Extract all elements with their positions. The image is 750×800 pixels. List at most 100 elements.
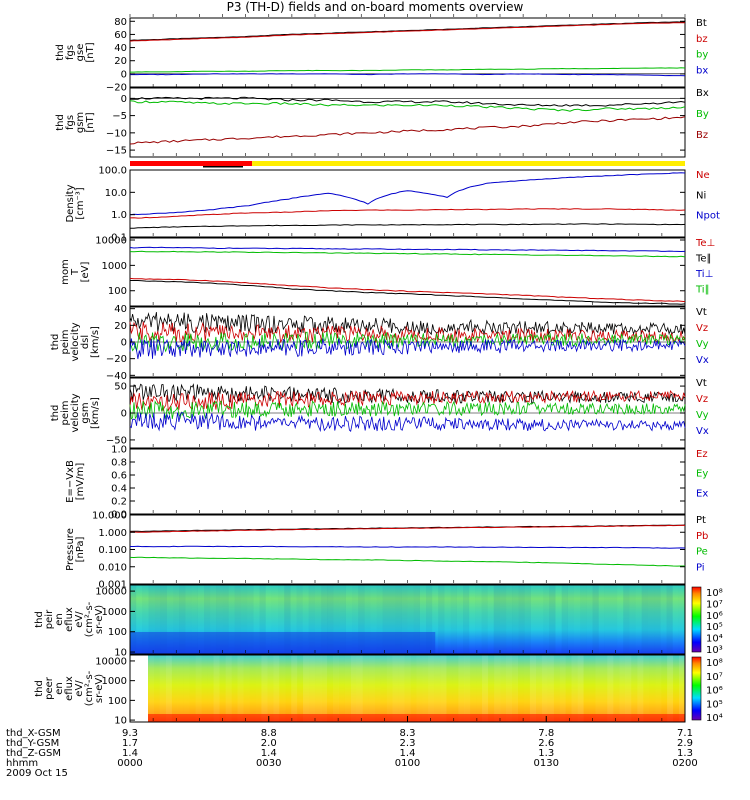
spectrogram-stripe [177, 655, 184, 722]
spectrogram-stripe [598, 585, 605, 654]
panel-peim-gsm: 50 0 −50 thdpeimvelocitygsm[km/s] Vt Vz Vy Vx [50, 377, 709, 449]
y-tick-label: 0 [121, 409, 127, 420]
spectrogram-stripe [303, 655, 310, 722]
spectrogram-stripe [535, 655, 542, 722]
y-axis-label-density: Density[cm⁻³] [65, 184, 86, 222]
density-legend-entry: Ne [696, 170, 710, 181]
y-axis-label-peir-line: eV/ [74, 611, 85, 628]
panel-frame [129, 514, 686, 585]
y-axis-label-fgs-gsm-line: gsm [75, 112, 86, 133]
y-axis-label-peim-gsm-text: thdpeimvelocitygsm[km/s] [50, 393, 101, 432]
spectrogram-stripe [345, 585, 352, 654]
x-tick-label-z_gsm: 1.4 [400, 748, 416, 759]
y-tick-label: 0.1 [111, 233, 127, 244]
spectrogram-stripe [549, 585, 556, 654]
spectrogram-stripe [413, 585, 420, 654]
y-axis-label-fgs-gse-line: fgs [65, 45, 76, 60]
colorbar-tick-label: 10⁴ [706, 634, 723, 645]
panel-frame [129, 17, 686, 88]
spectrogram-stripe [271, 585, 278, 654]
series-line-Vx [129, 412, 686, 433]
spectrogram-stripe [249, 655, 256, 722]
spectrogram-stripe [463, 585, 470, 654]
y-axis-label-peim-dsl-line: dsl [80, 335, 91, 349]
spectrogram-stripe [619, 655, 626, 722]
spectrogram-stripe [416, 655, 423, 722]
spectrogram-stripe [547, 655, 554, 722]
series-line-Vt [129, 383, 686, 404]
spectrogram-stripe [374, 655, 381, 722]
spectrogram-stripe [386, 655, 393, 722]
spectrogram-stripe [291, 655, 298, 722]
x-tick-label-z_gsm: 1.4 [261, 748, 277, 759]
y-axis-label-peim-dsl-text: thdpeimvelocitydsl[km/s] [50, 322, 101, 361]
spectrogram-stripe [506, 585, 513, 654]
y-axis-label-peer-line: sr-eV) [94, 674, 105, 703]
spectrogram-stripe [231, 655, 238, 722]
y-tick-label: 0.0 [111, 510, 127, 521]
pressure-legend-entry: Pt [696, 515, 706, 526]
y-tick-label: −20 [106, 354, 127, 365]
spectrogram-stripe [333, 655, 339, 722]
y-axis-label-peim-dsl-line: peim [60, 329, 71, 354]
y-tick-label: 100 [108, 286, 127, 297]
panel-peim-dsl: 40 20 0 −20 −40 thdpeimvelocitydsl[km/s] Vt Vz V… [50, 304, 709, 382]
y-axis-label-peir-line: sr-eV) [94, 605, 105, 634]
spectrogram-stripe [524, 585, 531, 654]
y-tick-label: −50 [106, 435, 127, 446]
y-axis-label-fgs-gse-line: thd [55, 44, 66, 61]
series-line-bx [129, 73, 686, 77]
spectrogram-stripe [428, 655, 435, 722]
panel-frame [129, 169, 686, 238]
spectrogram-stripe [382, 585, 389, 654]
series-line-by [130, 67, 686, 73]
colorbar-tick-label: 10⁵ [706, 699, 723, 710]
y-tick-label: −15 [106, 146, 127, 157]
spectrogram-stripe [555, 585, 562, 654]
spectrogram-stripe [148, 585, 155, 654]
y-axis-label-moments-temp: momT[eV] [60, 259, 91, 285]
spectrogram-stripe [195, 655, 202, 722]
spectrogram-stripe [458, 655, 465, 722]
spectrogram-stripe [358, 585, 365, 654]
efield-legend-entry: Ey [696, 469, 708, 480]
moments-temp-legend-entry: Te∥ [695, 254, 712, 265]
y-axis-label-fgs-gse-text: thdfgsgse[nT] [55, 42, 96, 62]
y-tick-label: 0.8 [111, 458, 127, 469]
y-axis-label-peim-dsl: thdpeimvelocitydsl[km/s] [50, 322, 101, 361]
spectrogram-stripe [464, 655, 471, 722]
y-axis-label-peer: thdpeerenefluxeV/(cm²-s-sr-eV) [34, 670, 105, 706]
footer-row-label: thd_Z-GSM [6, 748, 61, 759]
spectrogram-stripe [493, 585, 500, 654]
spectrogram-stripe [201, 655, 208, 722]
series-line-Vz [129, 389, 686, 412]
spectrogram-stripe [469, 585, 476, 654]
y-axis-label-peer-text: thdpeerenefluxeV/(cm²-s-sr-eV) [34, 670, 105, 706]
series-line-Ti∥ [129, 250, 686, 258]
moments-temp-legend-entry: Ti⊥ [695, 269, 713, 280]
spectrogram-stripe [142, 585, 149, 654]
series-line-Pe [129, 556, 685, 567]
y-axis-label-peir: thdpeirenefluxeV/(cm²-s-sr-eV) [34, 601, 105, 637]
y-axis-label-peim-dsl-line: thd [50, 334, 61, 351]
spectrogram-stripe [678, 585, 685, 654]
spectrogram-stripe [392, 655, 399, 722]
spectrogram-stripe [617, 585, 624, 654]
spectrogram-stripe [506, 655, 512, 722]
spectrogram-stripe [440, 655, 447, 722]
spectrogram-stripe [426, 585, 433, 654]
series-line-Pb [129, 524, 686, 533]
y-axis-label-efield-line: E=−VxB [65, 460, 76, 503]
y-tick-label: 0.010 [98, 562, 127, 573]
spectrogram-stripe [191, 585, 198, 654]
y-tick-label: 1000 [102, 607, 127, 618]
peim-dsl-legend-entry: Vx [696, 355, 709, 366]
spectrogram-stripe [210, 585, 217, 654]
spectrogram-stripe [637, 655, 644, 722]
spectrogram-stripe [523, 655, 530, 722]
spectrogram-stripe [225, 655, 232, 722]
x-tick-label-y_gsm: 2.0 [261, 738, 277, 749]
y-axis-label-peer-line: eV/ [74, 680, 85, 697]
spectrogram-stripe [494, 655, 501, 722]
spectrogram-low-band [130, 632, 436, 654]
